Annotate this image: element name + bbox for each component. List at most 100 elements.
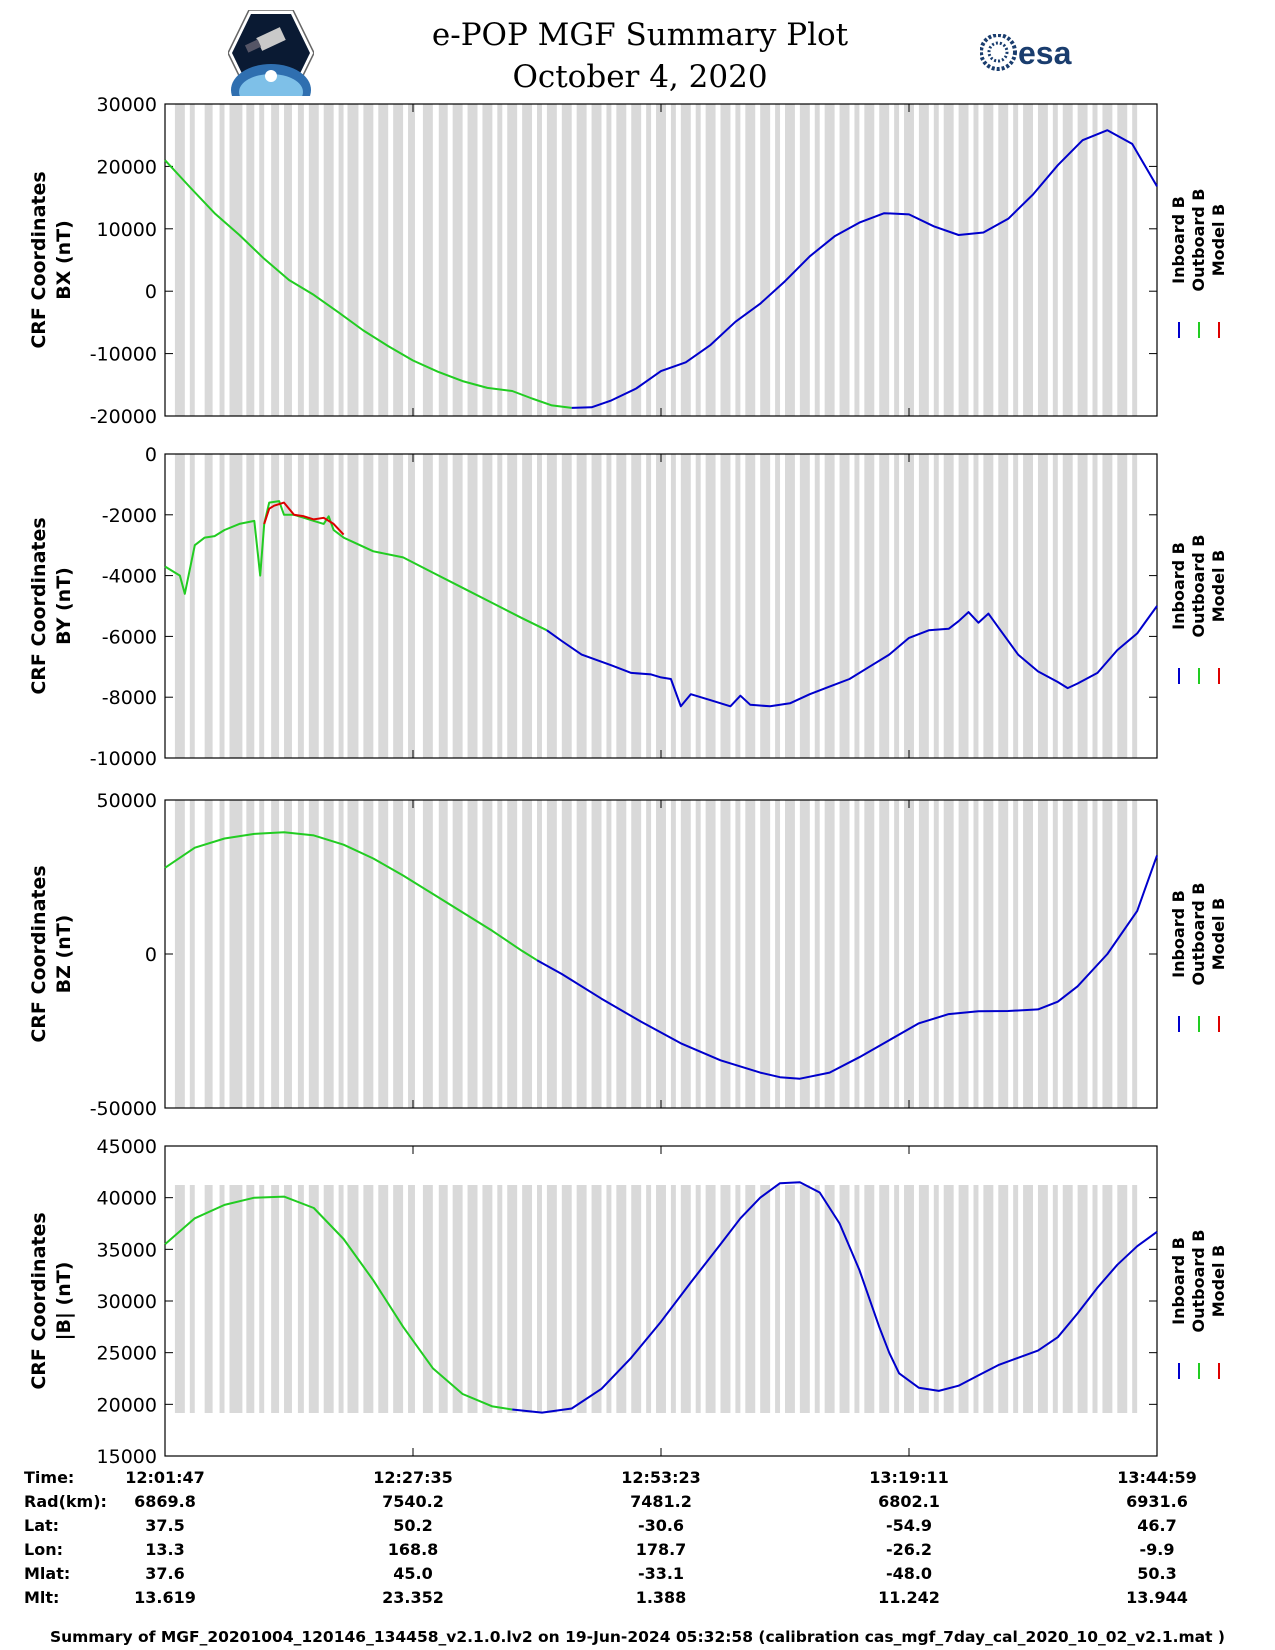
series-outboard [164,831,538,962]
data-gap-band [1077,1185,1088,1413]
data-gap-band [393,454,404,758]
data-gap-band [522,454,533,758]
data-gap-band [680,454,691,758]
data-gap-band [745,800,756,1108]
info-value: 50.3 [1137,1564,1177,1583]
y-tick-label: -2000 [102,505,157,527]
info-row-label: Lat: [24,1516,60,1535]
data-gap-band [1102,1185,1113,1413]
data-gap-band [616,454,627,758]
info-row: Rad(km): 6869.8 7540.2 7481.2 6802.1 6931.6 [0,1492,1275,1516]
series-outboard-bx [164,159,572,409]
data-gap-band [1013,1185,1019,1413]
data-gap-band [561,454,572,758]
data-gap-band [720,104,731,416]
info-value: 6931.6 [1126,1492,1188,1511]
data-gap-band [864,104,875,416]
data-gap-band [259,1185,265,1413]
data-gap-band [760,104,771,416]
data-gap-band [561,104,572,416]
data-gap-band [735,454,741,758]
data-gap-band [1023,800,1033,1108]
y-tick-label: 15000 [97,1446,157,1468]
data-gap-band [174,454,185,758]
data-gap-band [422,1185,433,1413]
data-gap-band [497,1185,503,1413]
data-gap-band [338,800,344,1108]
data-gap-band [1117,454,1128,758]
data-gap-band [616,1185,627,1413]
data-gap-band [271,454,280,758]
data-gap-band [785,104,795,416]
data-gap-band [646,800,652,1108]
data-gap-band [497,104,503,416]
info-value: 13:19:11 [869,1468,949,1487]
data-gap-band [297,454,304,758]
data-gap-band [507,104,518,416]
legend-label: Inboard B [1169,196,1188,284]
data-gap-band [204,104,213,416]
data-gap-band [998,454,1009,758]
data-gap-band [378,1185,389,1413]
data-gap-band [338,104,344,416]
series-inboard [546,605,1158,708]
data-gap-band [814,104,820,416]
data-gap-band [904,454,914,758]
data-gap-band [393,104,404,416]
data-gap-band [189,1185,195,1413]
data-gap-band [537,1185,542,1413]
info-row: Mlt: 13.619 23.352 1.388 11.242 13.944 [0,1588,1275,1612]
data-gap-band [259,800,265,1108]
data-gap-band [576,104,587,416]
info-value: 46.7 [1137,1516,1177,1535]
data-gap-band [347,104,359,416]
data-gap-band [695,1185,701,1413]
data-gap-band [933,454,939,758]
data-gap-band [204,454,213,758]
data-gap-band [422,800,433,1108]
data-gap-band [537,454,542,758]
info-row: Mlat: 37.6 45.0 -33.1 -48.0 50.3 [0,1564,1275,1588]
data-gap-band [271,800,280,1108]
data-gap-band [219,104,225,416]
data-gap-band [1132,800,1138,1108]
data-gap-band [760,800,771,1108]
data-gap-band [537,800,542,1108]
data-gap-band [973,104,979,416]
data-gap-band [271,1185,280,1413]
data-gap-band [467,800,478,1108]
data-gap-band [958,800,969,1108]
data-gap-band [363,104,374,416]
data-gap-band [1132,454,1138,758]
data-gap-band [522,1185,533,1413]
data-gap-band [1117,1185,1128,1413]
data-gap-band [482,104,493,416]
info-row: Lon: 13.3 168.8 178.7 -26.2 -9.9 [0,1540,1275,1564]
y-axis-label-line-2: BX (nT) [53,220,75,300]
data-gap-band [785,1185,795,1413]
y-tick-label: 25000 [97,1343,157,1365]
data-gap-band [482,454,493,758]
legend-label: Outboard B [1189,535,1208,638]
data-gap-band [656,800,666,1108]
info-value: -26.2 [885,1540,933,1559]
data-gap-band [918,1185,929,1413]
data-gap-band [695,104,701,416]
info-value: 1.388 [635,1588,687,1607]
data-gap-band [408,454,415,758]
y-axis-label-line-1: CRF Coordinates [28,1212,50,1389]
data-gap-band [219,800,225,1108]
data-gap-band [958,1185,969,1413]
info-row: Lat: 37.5 50.2 -30.6 -54.9 46.7 [0,1516,1275,1540]
data-gap-band [297,800,304,1108]
data-gap-band [537,104,542,416]
data-gap-band [323,104,334,416]
legend-label: Inboard B [1169,1237,1188,1325]
data-gap-band [1037,800,1048,1108]
data-gap-band [680,104,691,416]
data-gap-band [918,454,929,758]
data-gap-band [246,800,255,1108]
data-gap-band [998,800,1009,1108]
y-tick-label: 30000 [97,94,157,116]
